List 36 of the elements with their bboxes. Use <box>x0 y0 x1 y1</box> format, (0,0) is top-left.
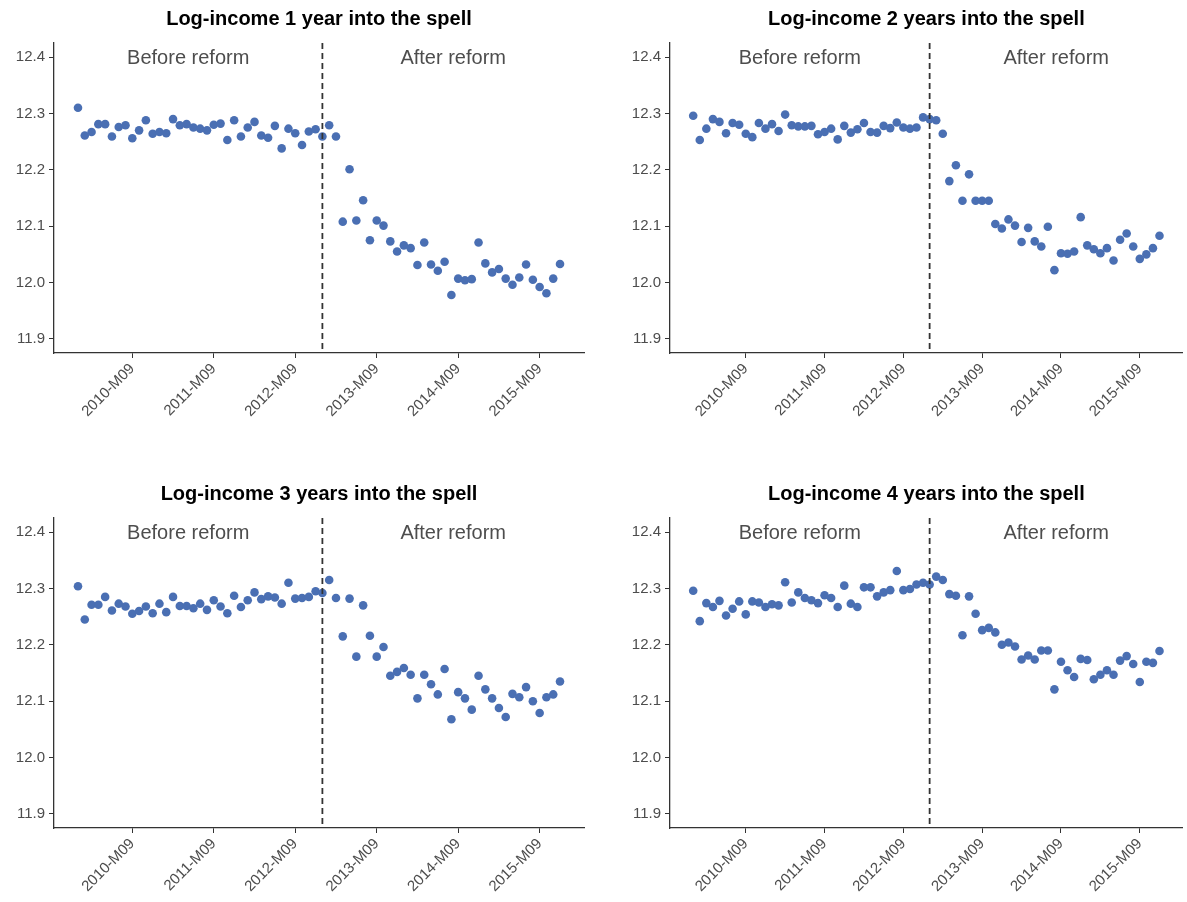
y-tick-label: 12.4 <box>631 47 661 65</box>
y-tick-label: 11.9 <box>632 329 661 347</box>
y-tick-label: 11.9 <box>632 804 661 822</box>
chart-title: Log-income 2 years into the spell <box>767 6 1085 29</box>
y-tick-label: 12.2 <box>631 634 661 652</box>
y-tick-label: 12.2 <box>631 159 661 177</box>
y-tick-label: 12.0 <box>15 747 45 765</box>
annotation: Before reform <box>127 45 250 68</box>
y-tick-label: 11.9 <box>16 804 45 822</box>
y-tick-label: 12.2 <box>15 634 45 652</box>
y-tick-label: 12.3 <box>15 103 45 121</box>
y-tick-label: 12.4 <box>15 522 45 540</box>
annotation: Before reform <box>127 520 250 543</box>
y-tick-label: 12.1 <box>15 216 45 234</box>
annotation: After reform <box>400 520 506 543</box>
y-tick-label: 12.1 <box>631 216 661 234</box>
y-tick-label: 12.3 <box>631 578 661 596</box>
y-tick-label: 12.0 <box>631 272 661 290</box>
y-tick-label: 12.1 <box>631 691 661 709</box>
y-tick-label: 12.3 <box>15 578 45 596</box>
annotation: After reform <box>1003 45 1109 68</box>
chart-title: Log-income 1 year into the spell <box>166 6 472 29</box>
y-tick-label: 12.4 <box>631 522 661 540</box>
y-tick-label: 12.3 <box>631 103 661 121</box>
annotation: After reform <box>1003 520 1109 543</box>
y-tick-label: 12.4 <box>15 47 45 65</box>
annotation: Before reform <box>738 45 861 68</box>
y-tick-label: 12.0 <box>15 272 45 290</box>
annotation: Before reform <box>738 520 861 543</box>
chart-title: Log-income 3 years into the spell <box>160 481 478 504</box>
y-tick-label: 12.2 <box>15 159 45 177</box>
annotation: After reform <box>400 45 506 68</box>
y-tick-label: 12.0 <box>631 747 661 765</box>
chart-title: Log-income 4 years into the spell <box>767 481 1085 504</box>
y-tick-label: 12.1 <box>15 691 45 709</box>
y-tick-label: 11.9 <box>16 329 45 347</box>
